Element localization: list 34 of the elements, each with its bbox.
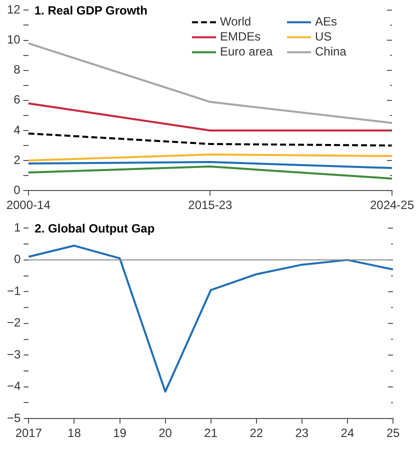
y-tick-label: 10 bbox=[6, 32, 21, 47]
x-tick-label: 2000-14 bbox=[6, 198, 51, 212]
y-tick-label: 6 bbox=[14, 92, 21, 107]
y-tick-label: −4 bbox=[6, 379, 21, 394]
legend-label: World bbox=[220, 14, 252, 29]
x-tick-label: 2024-25 bbox=[370, 198, 414, 212]
y-tick-label: −5 bbox=[6, 410, 21, 425]
x-tick-label: 18 bbox=[68, 426, 82, 440]
legend-label: China bbox=[314, 44, 347, 59]
y-tick-label: 4 bbox=[14, 122, 21, 137]
legend-label: EMDEs bbox=[220, 30, 261, 44]
x-tick-label: 2017 bbox=[15, 426, 42, 440]
x-tick-label: 20 bbox=[158, 426, 172, 440]
legend-label: US bbox=[314, 30, 332, 44]
y-tick-label: −3 bbox=[6, 347, 21, 362]
chart-title: 2. Global Output Gap bbox=[34, 222, 155, 236]
y-tick-label: 2 bbox=[14, 152, 21, 167]
chart-title: 1. Real GDP Growth bbox=[34, 4, 148, 18]
x-tick-label: 24 bbox=[340, 426, 354, 440]
y-tick-label: 1 bbox=[14, 220, 21, 235]
y-tick-label: 0 bbox=[14, 182, 21, 197]
x-tick-label: 19 bbox=[113, 426, 127, 440]
x-tick-label: 25 bbox=[386, 426, 400, 440]
x-tick-label: 2015-23 bbox=[188, 198, 233, 212]
y-tick-label: 12 bbox=[6, 2, 21, 17]
x-tick-label: 22 bbox=[250, 426, 264, 440]
y-tick-label: 8 bbox=[14, 62, 21, 77]
y-tick-label: −1 bbox=[6, 284, 21, 298]
x-tick-label: 21 bbox=[204, 426, 218, 440]
legend-label: AEs bbox=[314, 14, 337, 29]
y-tick-label: 0 bbox=[14, 252, 21, 266]
legend-label: Euro area bbox=[220, 44, 274, 59]
y-tick-label: −2 bbox=[6, 316, 21, 330]
x-tick-label: 23 bbox=[295, 426, 309, 440]
